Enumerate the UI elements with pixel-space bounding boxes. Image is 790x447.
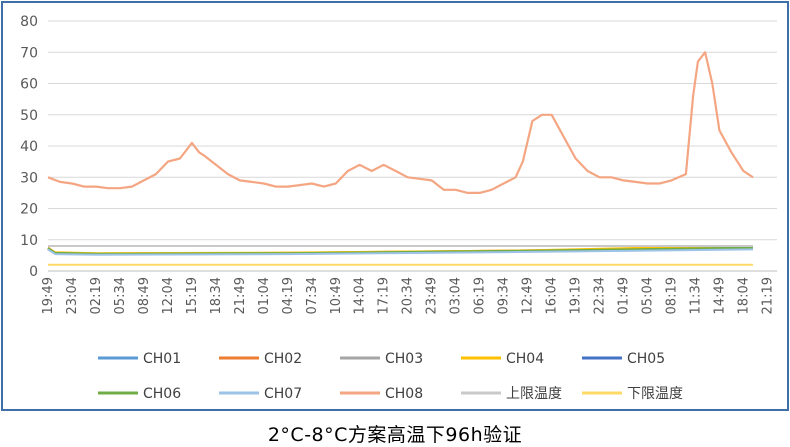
x-tick-label: 06:19: [473, 277, 488, 314]
legend-label: CH03: [385, 351, 423, 367]
x-tick-label: 04:19: [281, 277, 296, 314]
x-tick-label: 10:49: [329, 277, 344, 314]
x-tick-label: 12:04: [161, 277, 176, 314]
x-tick-label: 22:34: [593, 277, 608, 314]
x-tick-label: 18:04: [736, 277, 751, 314]
y-tick-label: 70: [20, 45, 38, 61]
x-tick-label: 05:34: [113, 277, 128, 314]
x-tick-label: 03:04: [449, 277, 464, 314]
x-tick-label: 05:04: [641, 277, 656, 314]
x-tick-label: 21:49: [233, 277, 248, 314]
y-tick-label: 60: [20, 77, 38, 93]
x-tick-label: 21:19: [760, 277, 775, 314]
legend-label: CH07: [264, 386, 302, 402]
legend-label: CH04: [506, 351, 544, 367]
y-tick-label: 20: [20, 202, 38, 218]
x-tick-label: 18:34: [209, 277, 224, 314]
legend: CH01 CH02 CH03 CH04 CH05 CH06 CH07 CH08 上限温度 下限温度: [98, 351, 683, 402]
y-tick-label: 30: [20, 170, 38, 186]
legend-label: CH02: [264, 351, 302, 367]
y-tick-label: 80: [20, 14, 38, 30]
x-tick-label: 14:04: [353, 277, 368, 314]
x-tick-label: 09:34: [497, 277, 512, 314]
x-tick-label: 07:34: [305, 277, 320, 314]
x-tick-label: 16:04: [545, 277, 560, 314]
legend-label: CH05: [627, 351, 665, 367]
legend-label: 下限温度: [627, 386, 683, 402]
gridlines: [48, 20, 777, 272]
x-tick-label: 19:19: [569, 277, 584, 314]
x-tick-label: 20:34: [401, 277, 416, 314]
x-tick-label: 02:19: [89, 277, 104, 314]
x-tick-label: 15:19: [185, 277, 200, 314]
series-lines: [47, 51, 754, 266]
x-tick-label: 12:49: [521, 277, 536, 314]
legend-label: CH06: [143, 386, 181, 402]
x-tick-label: 19:49: [41, 277, 56, 314]
y-tick-label: 10: [20, 233, 38, 249]
chart-frame: 0 10 20 30 40 50 60 70 80 19:49 23:04 02:19 05:34 08…: [1, 1, 789, 411]
line-chart: 0 10 20 30 40 50 60 70 80 19:49 23:04 02:19 05:34 08…: [20, 14, 777, 402]
series-line-6: [47, 248, 754, 256]
x-tick-label: 08:19: [664, 277, 679, 314]
series-line-7: [47, 51, 754, 194]
x-tick-label: 17:19: [377, 277, 392, 314]
figure-caption: 2°C-8°C方案高温下96h验证: [267, 424, 523, 446]
legend-label: 上限温度: [506, 386, 562, 402]
x-tick-label: 23:49: [425, 277, 440, 314]
legend-label: CH08: [385, 386, 423, 402]
x-tick-label: 11:34: [688, 277, 703, 314]
x-axis-ticks: 19:49 23:04 02:19 05:34 08:49 12:04 15:19 18:34…: [41, 277, 775, 314]
x-tick-label: 08:49: [137, 277, 152, 314]
y-axis-ticks: 0 10 20 30 40 50 60 70 80: [20, 14, 38, 280]
y-tick-label: 0: [29, 264, 38, 280]
x-tick-label: 23:04: [65, 277, 80, 314]
x-tick-label: 01:04: [257, 277, 272, 314]
x-tick-label: 01:49: [617, 277, 632, 314]
legend-label: CH01: [143, 351, 181, 367]
y-tick-label: 40: [20, 139, 38, 155]
y-tick-label: 50: [20, 108, 38, 124]
x-tick-label: 14:49: [712, 277, 727, 314]
